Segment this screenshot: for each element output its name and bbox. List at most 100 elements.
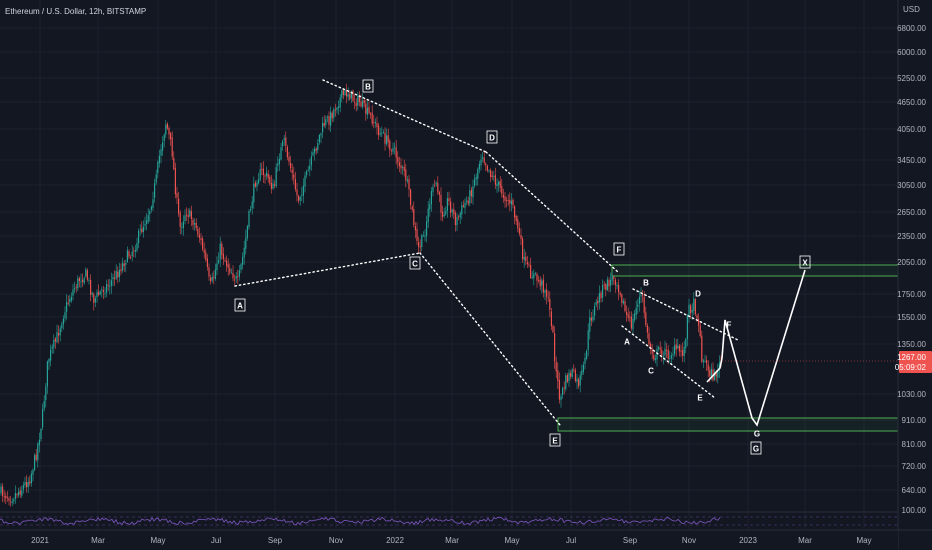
rsi-pane	[0, 511, 898, 526]
small-upper-line	[632, 288, 739, 341]
candles	[0, 83, 722, 507]
candle-body	[482, 157, 484, 159]
candle-body	[74, 288, 76, 290]
candle-body	[709, 370, 711, 376]
candle-body	[397, 156, 399, 163]
candle-body	[186, 214, 188, 216]
candle-body	[96, 292, 98, 298]
label-text: B	[365, 83, 371, 92]
candle-body	[126, 250, 128, 262]
candle-body	[218, 260, 220, 263]
candle-body	[555, 361, 557, 372]
candle-body	[360, 101, 362, 107]
candle-body	[403, 166, 405, 171]
candle-body	[56, 332, 58, 343]
candle-body	[627, 314, 629, 318]
candle-body	[514, 206, 516, 218]
candle-body	[386, 135, 388, 145]
candle-body	[454, 213, 456, 225]
candle-body	[595, 302, 597, 305]
candle-body	[656, 348, 658, 360]
candle-body	[157, 162, 159, 173]
candle-body	[208, 267, 210, 277]
candle-body	[38, 439, 40, 446]
candle-body	[486, 165, 488, 171]
candle-body	[314, 148, 316, 153]
big-upper-line-2	[485, 151, 619, 273]
candle-body	[694, 299, 696, 315]
candle-body	[634, 313, 636, 321]
candle-body	[504, 196, 506, 201]
big-upper-line-1	[322, 79, 487, 153]
label-text: E	[697, 394, 703, 403]
candle-body	[27, 481, 29, 488]
candle-body	[342, 90, 344, 95]
candle-body	[178, 198, 180, 214]
label-text: C	[648, 367, 654, 376]
candle-body	[546, 289, 548, 297]
candle-body	[61, 324, 63, 329]
candle-body	[90, 279, 92, 295]
candle-body	[698, 318, 700, 326]
candle-body	[14, 493, 16, 499]
candle-body	[98, 292, 100, 295]
candle-body	[470, 189, 472, 197]
candle-body	[544, 290, 546, 293]
candle-body	[64, 312, 66, 319]
price-tick-label: 6000.00	[897, 48, 926, 57]
candle-body	[202, 238, 204, 250]
candle-body	[54, 338, 56, 342]
candle-body	[638, 296, 640, 304]
candle-body	[142, 226, 144, 232]
price-tick-label: 3050.00	[897, 181, 926, 190]
candle-body	[366, 107, 368, 115]
candle-body	[293, 174, 295, 179]
time-tick-label: Sep	[268, 536, 283, 545]
time-tick-label: Mar	[798, 536, 812, 545]
candle-body	[269, 176, 271, 184]
candle-body	[10, 501, 12, 503]
candle-body	[75, 286, 77, 288]
candle-body	[568, 372, 570, 382]
candle-body	[389, 140, 391, 151]
candle-body	[542, 279, 544, 293]
candle-body	[254, 182, 256, 187]
candle-body	[414, 226, 416, 231]
candle-body	[699, 325, 701, 336]
candle-body	[232, 273, 234, 279]
candle-body	[48, 359, 50, 363]
candle-body	[653, 355, 655, 360]
candle-body	[312, 152, 314, 156]
candle-body	[88, 280, 90, 281]
candle-body	[440, 194, 442, 213]
candle-body	[718, 362, 720, 371]
wave-g-label: G	[754, 430, 760, 439]
label-text: A	[624, 338, 630, 347]
candle-body	[579, 375, 581, 386]
candle-body	[179, 212, 181, 227]
candle-body	[170, 132, 172, 139]
candle-body	[213, 277, 215, 278]
label-box	[486, 130, 498, 144]
candle-body	[589, 317, 591, 332]
candle-body	[62, 318, 64, 325]
candle-body	[363, 100, 365, 104]
price-tick-label: 720.00	[902, 462, 927, 471]
candle-body	[376, 123, 378, 128]
label-box	[234, 298, 246, 312]
candle-body	[453, 209, 455, 215]
candle-body	[134, 250, 136, 252]
subwave-b-label: B	[643, 279, 649, 288]
candle-body	[166, 123, 168, 129]
candle-body	[197, 228, 199, 235]
candle-body	[550, 311, 552, 327]
candle-body	[112, 277, 114, 280]
candle-body	[370, 113, 372, 115]
candle-body	[163, 134, 165, 142]
candle-body	[411, 206, 413, 210]
time-tick-label: May	[150, 536, 165, 545]
candle-body	[680, 350, 682, 352]
chart-title: Ethereum / U.S. Dollar, 12h, BITSTAMP	[5, 7, 146, 16]
